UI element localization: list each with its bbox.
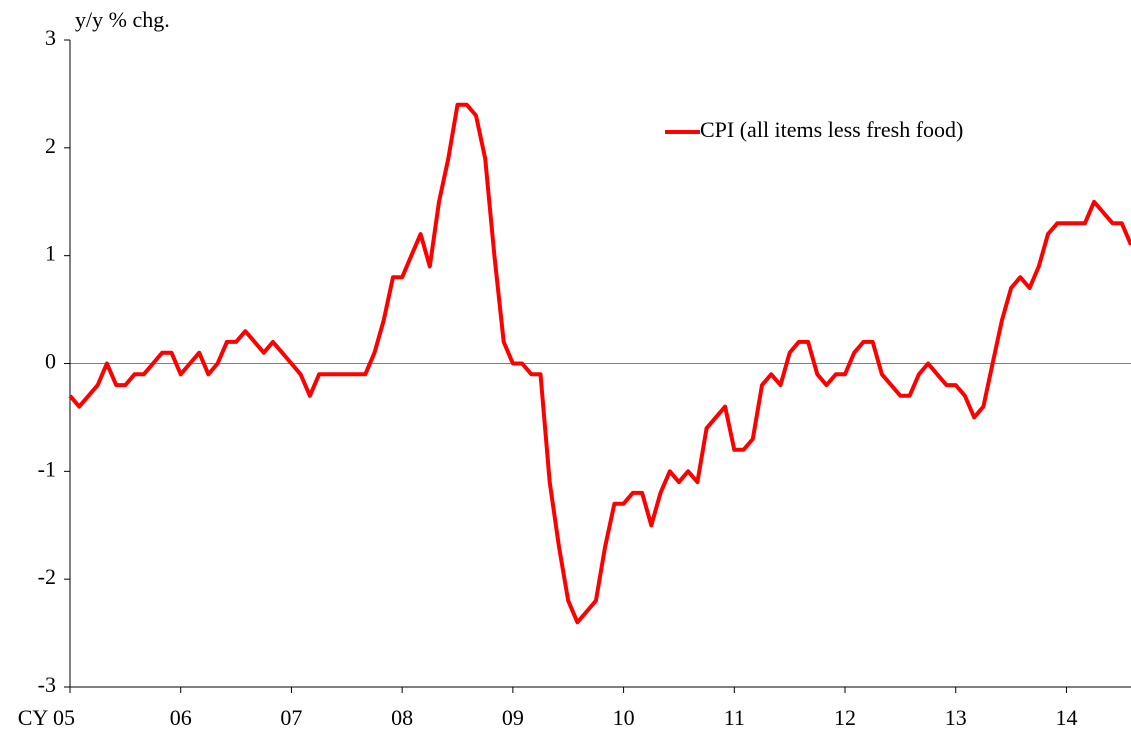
y-tick-label: 1 [45, 241, 56, 266]
x-tick-label: 10 [613, 705, 635, 730]
y-axis-label: y/y % chg. [75, 7, 170, 32]
x-tick-label: 13 [945, 705, 967, 730]
y-tick-label: 2 [45, 133, 56, 158]
x-tick-label: 09 [502, 705, 524, 730]
y-tick-label: 3 [45, 25, 56, 50]
x-tick-label: 06 [170, 705, 192, 730]
x-tick-label: 12 [834, 705, 856, 730]
y-tick-label: -2 [38, 564, 56, 589]
x-tick-label: 07 [280, 705, 302, 730]
legend-label: CPI (all items less fresh food) [700, 117, 963, 142]
y-tick-label: -3 [38, 672, 56, 697]
x-tick-label: 08 [391, 705, 413, 730]
x-tick-label: 14 [1055, 705, 1077, 730]
x-tick-label: CY 05 [18, 705, 75, 730]
y-tick-label: 0 [45, 349, 56, 374]
data-line [68, 102, 1131, 625]
y-tick-label: -1 [38, 456, 56, 481]
x-tick-label: 11 [724, 705, 745, 730]
